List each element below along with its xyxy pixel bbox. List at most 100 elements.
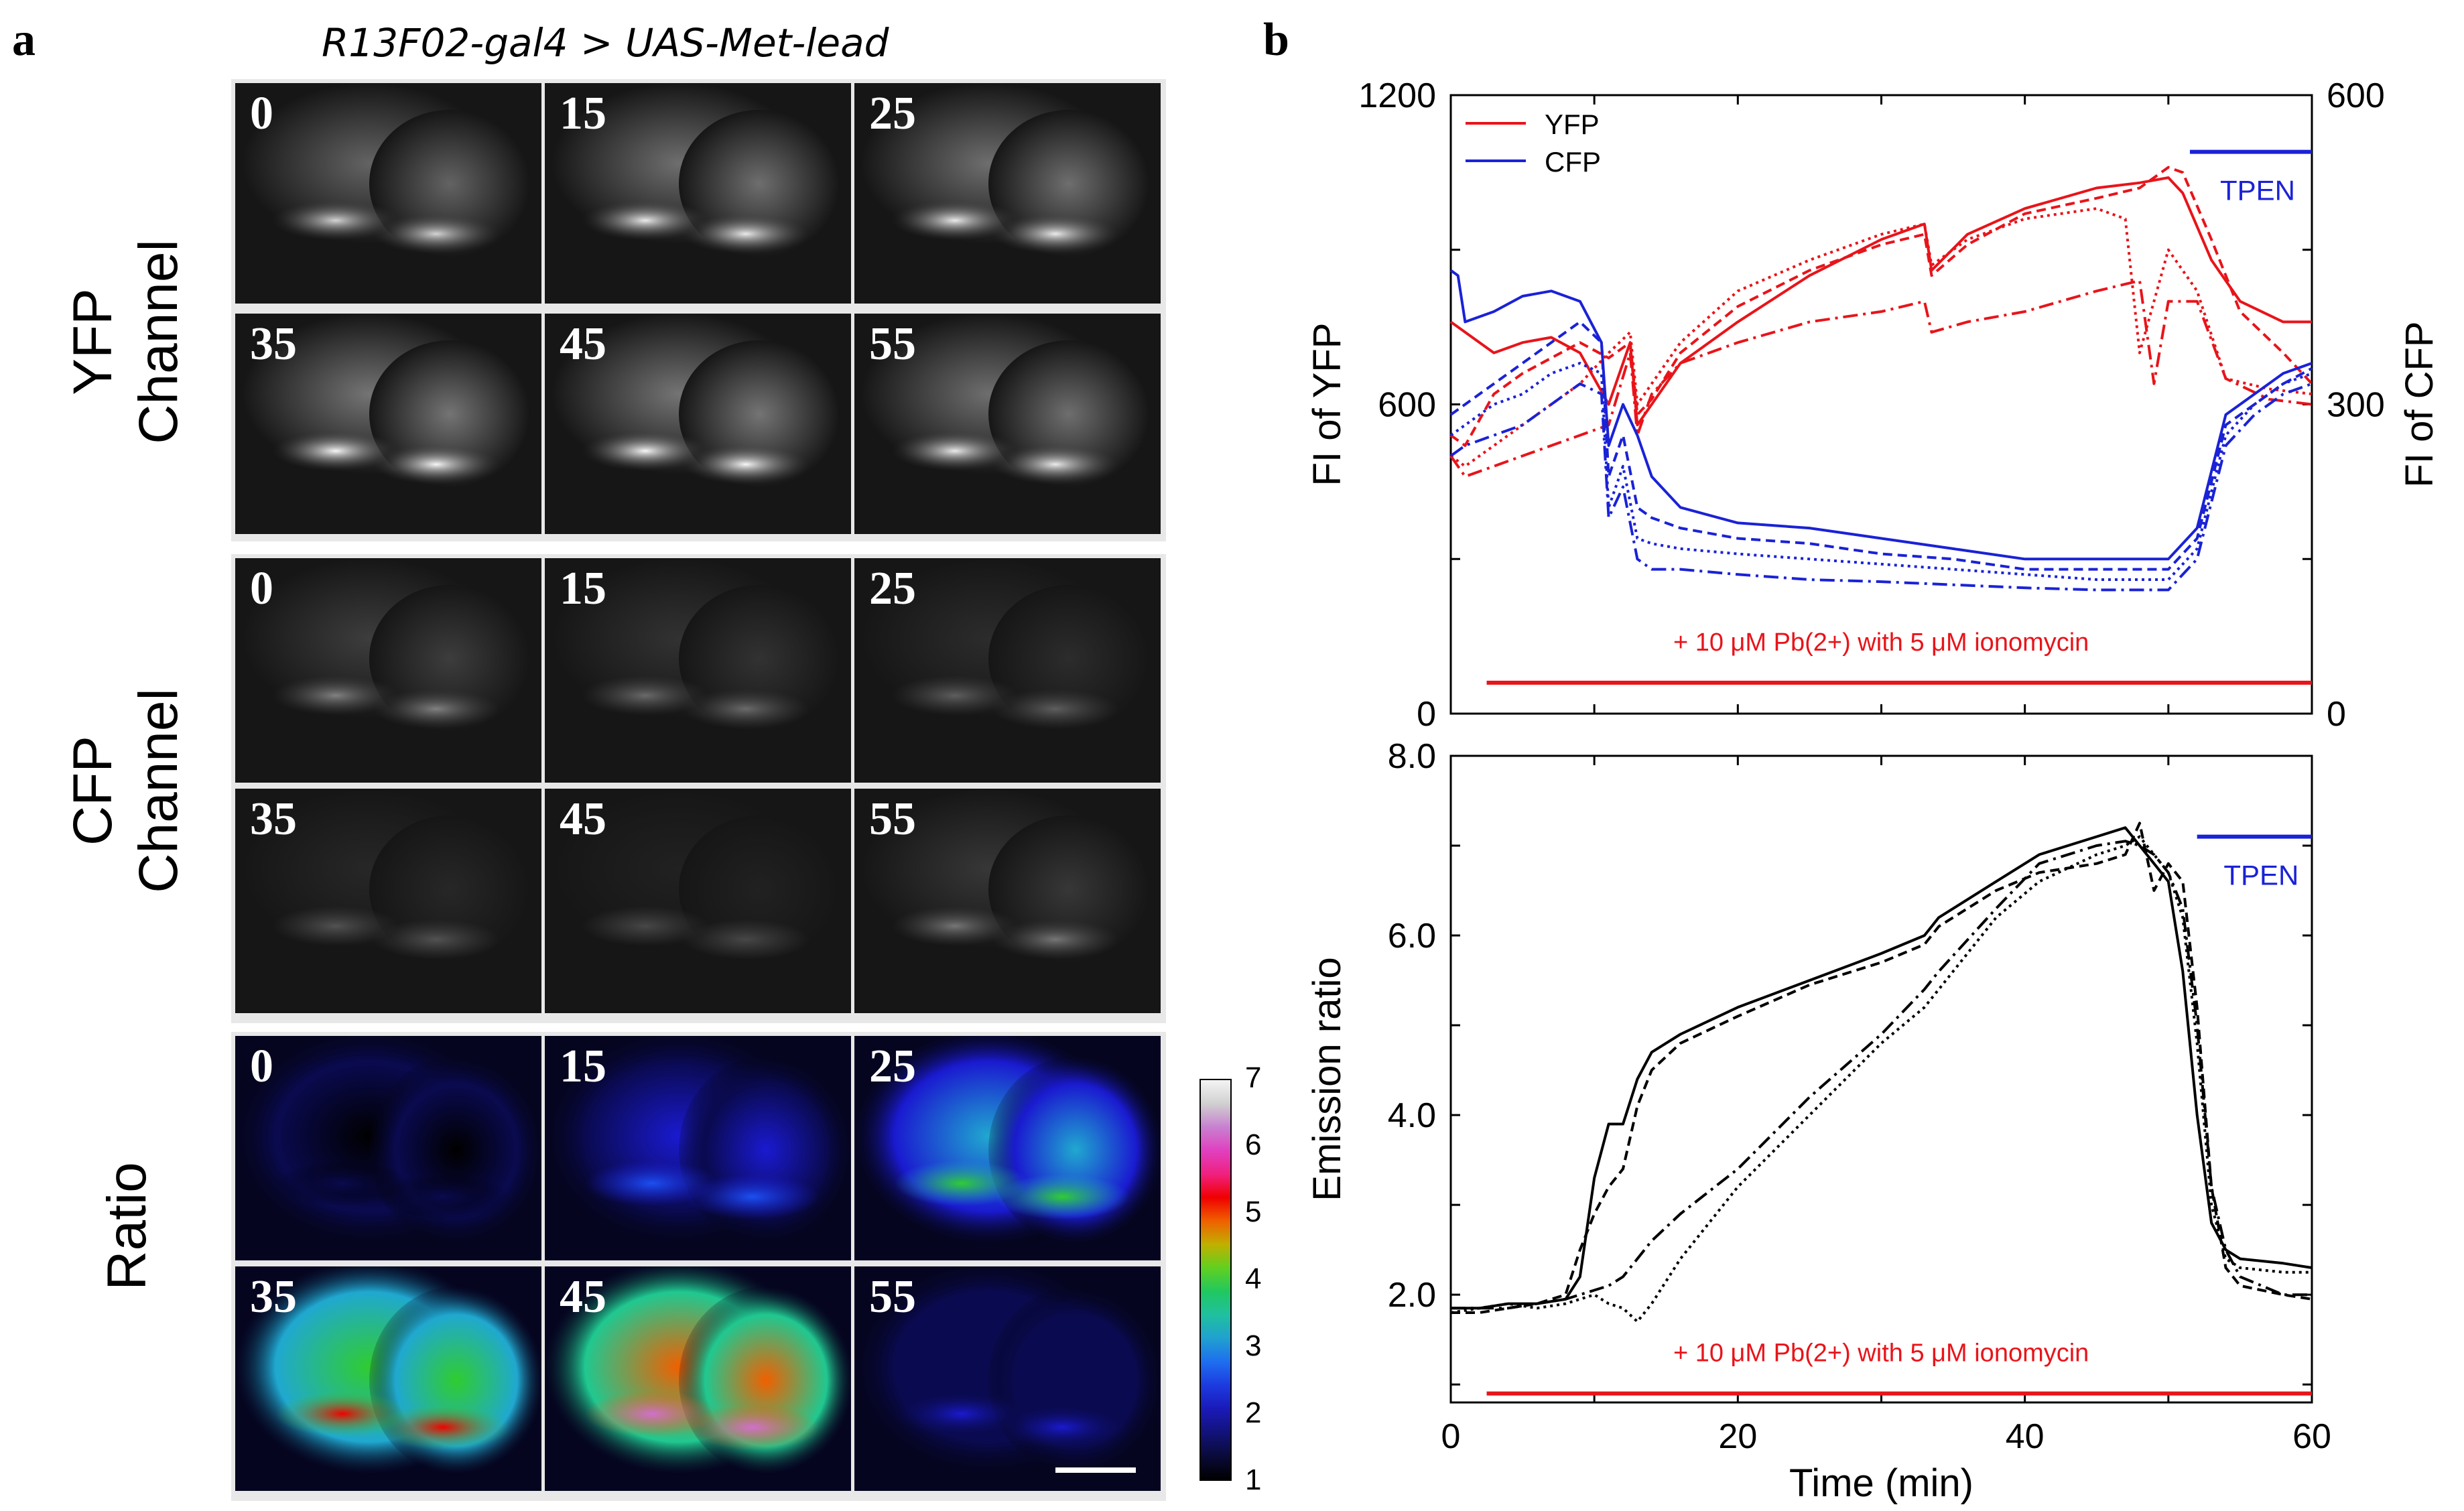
- time-label: 25: [869, 1041, 916, 1092]
- row-label-ratio: Ratio: [87, 1086, 168, 1367]
- y-tick-label: 1200: [1358, 76, 1436, 115]
- specimen-image: [861, 83, 1149, 257]
- specimen-image: [545, 1036, 851, 1244]
- series-line: [1451, 840, 2312, 1310]
- image-cell: 55: [854, 1266, 1161, 1491]
- specimen-image: [242, 558, 530, 732]
- time-label: 15: [560, 88, 606, 139]
- specimen-image: [545, 1266, 851, 1474]
- series-line: [1449, 362, 2313, 581]
- colorbar-tick-label: 6: [1245, 1128, 1262, 1161]
- time-label: 0: [250, 88, 273, 139]
- image-cell: 25: [854, 558, 1161, 783]
- x-axis-label: Time (min): [1789, 1461, 1973, 1505]
- x-tick-label: 20: [1718, 1417, 1757, 1456]
- time-label: 15: [560, 563, 606, 614]
- y-tick-label: 4.0: [1388, 1096, 1436, 1135]
- series-line: [1449, 382, 2313, 592]
- image-cell: 25: [854, 1036, 1161, 1260]
- y-right-tick-label: 300: [2327, 386, 2385, 425]
- specimen-image: [552, 789, 840, 963]
- colorbar-tick-label: 4: [1245, 1262, 1262, 1295]
- image-cell: 45: [545, 1266, 851, 1491]
- y-axis-label: FI of YFP: [1305, 323, 1349, 486]
- time-label: 45: [560, 318, 606, 370]
- specimen-image: [861, 558, 1149, 732]
- time-label: 15: [560, 1041, 606, 1092]
- y-right-tick-label: 600: [2327, 76, 2385, 115]
- time-label: 55: [869, 793, 916, 845]
- y-right-tick-label: 0: [2327, 695, 2346, 734]
- time-label: 25: [869, 563, 916, 614]
- legend-label: YFP: [1545, 109, 1600, 140]
- chart-fluorescence-intensity: 0 600 1200 0 300 600 FI of CFP FI of YFP TPEN + 1…: [1305, 76, 2441, 734]
- image-block-cfp: 0 15 25 35 45 55: [231, 554, 1166, 1023]
- image-cell: 25: [854, 83, 1161, 304]
- time-label: 35: [250, 793, 297, 845]
- row-label-yfp: YFP Channel: [60, 201, 194, 482]
- image-cell: 35: [235, 1266, 541, 1491]
- image-cell: 55: [854, 314, 1161, 534]
- y-tick-label: 6.0: [1388, 917, 1436, 956]
- image-cell: 15: [545, 1036, 851, 1260]
- y-tick-label: 600: [1378, 386, 1436, 425]
- row-label-yfp-line2: Channel: [128, 239, 189, 444]
- tpen-label: TPEN: [2223, 860, 2298, 891]
- specimen-image: [552, 83, 840, 257]
- specimen-image: [552, 558, 840, 732]
- panel-a-title: R13F02-gal4 > UAS-Met-lead: [322, 20, 889, 66]
- series-line: [1449, 207, 2313, 468]
- tpen-label: TPEN: [2220, 175, 2295, 206]
- plot-frame: [1449, 754, 2313, 1404]
- treatment-label: + 10 μM Pb(2+) with 5 μM ionomycin: [1673, 629, 2089, 657]
- colorbar-tick-label: 3: [1245, 1329, 1262, 1362]
- series-line: [1450, 835, 2312, 1323]
- colorbar-tick-label: 7: [1245, 1061, 1262, 1094]
- x-tick-label: 40: [2006, 1417, 2045, 1456]
- image-cell: 45: [545, 314, 851, 534]
- series-line: [1449, 269, 2313, 561]
- image-cell: 15: [545, 83, 851, 304]
- y-right-axis-label: FI of CFP: [2398, 321, 2441, 487]
- colorbar-tick-label: 2: [1245, 1396, 1262, 1429]
- chart-emission-ratio: 0 20 40 60 2.0 4.0 6.0 8.0 Emission ratio Time (m…: [1305, 737, 2331, 1505]
- x-tick-label: 60: [2292, 1417, 2331, 1456]
- specimen-image: [861, 314, 1149, 488]
- legend-label: CFP: [1545, 146, 1601, 178]
- specimen-image: [242, 789, 530, 963]
- specimen-image: [552, 314, 840, 488]
- series-line: [1451, 826, 2313, 1310]
- series-line: [1451, 822, 2313, 1314]
- image-cell: 55: [854, 789, 1161, 1013]
- panel-a-letter: a: [12, 14, 36, 66]
- colorbar-tick-label: 1: [1245, 1463, 1262, 1496]
- row-label-cfp-line2: Channel: [128, 688, 189, 893]
- specimen-image: [242, 83, 530, 257]
- row-label-yfp-line1: YFP: [62, 288, 123, 395]
- scale-bar: [1055, 1467, 1136, 1473]
- specimen-image: [235, 1266, 541, 1474]
- series-line: [1449, 279, 2313, 478]
- specimen-image: [242, 314, 530, 488]
- time-label: 45: [560, 793, 606, 845]
- specimen-image: [854, 1036, 1161, 1244]
- row-label-cfp: CFP Channel: [60, 650, 194, 931]
- image-block-ratio: 0 15 25 35 45 55: [231, 1032, 1166, 1501]
- specimen-image: [861, 789, 1149, 963]
- image-cell: 35: [235, 789, 541, 1013]
- time-label: 25: [869, 88, 916, 139]
- series-line: [1449, 320, 2313, 571]
- image-block-yfp: 0 15 25 35 45 55: [231, 79, 1166, 541]
- time-label: 35: [250, 318, 297, 370]
- time-label: 55: [869, 1271, 916, 1323]
- image-cell: 0: [235, 1036, 541, 1260]
- colorbar-tick-label: 5: [1245, 1195, 1262, 1228]
- y-axis-label: Emission ratio: [1305, 957, 1349, 1201]
- row-label-cfp-line1: CFP: [62, 736, 123, 846]
- time-label: 55: [869, 318, 916, 370]
- y-tick-label: 0: [1417, 695, 1436, 734]
- row-label-ratio-line1: Ratio: [96, 1162, 157, 1291]
- image-cell: 35: [235, 314, 541, 534]
- series-line: [1449, 166, 2313, 447]
- image-cell: 0: [235, 83, 541, 304]
